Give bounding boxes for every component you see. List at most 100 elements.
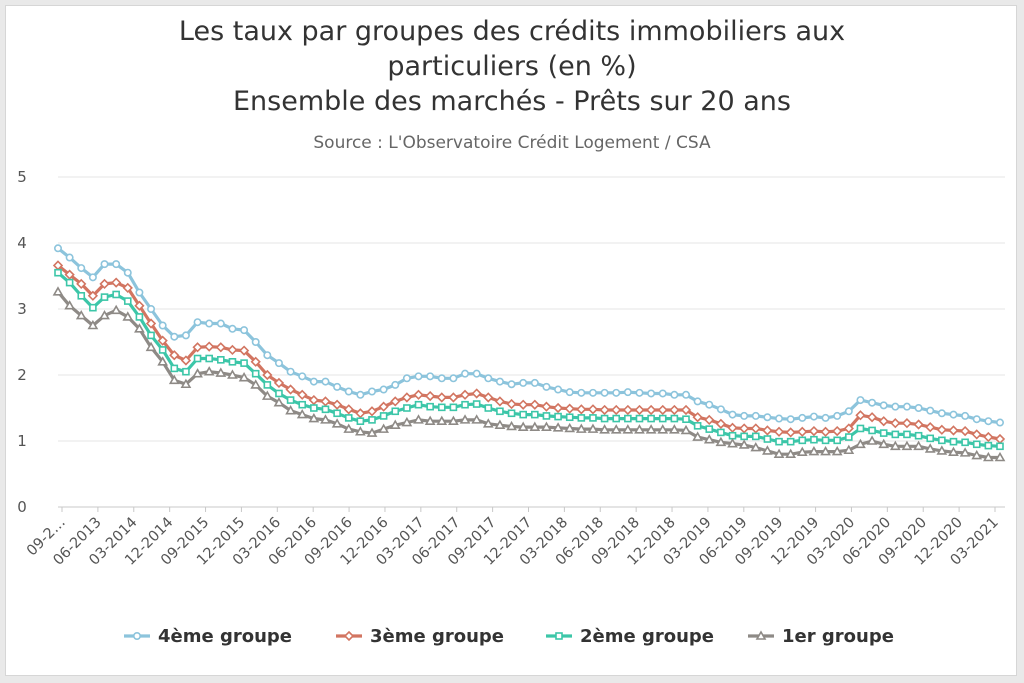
series-2-point: [494, 396, 506, 407]
series-3-point: [589, 414, 597, 422]
series-3-point: [705, 425, 714, 433]
series-4-point: [843, 444, 855, 455]
series-2-point: [773, 426, 785, 437]
series-4-point: [110, 304, 122, 315]
series-4-point: [343, 423, 355, 433]
series-4-point: [168, 374, 180, 385]
series-2-point: [87, 290, 99, 301]
series-2-point: [634, 404, 645, 416]
series-2-point: [169, 350, 180, 361]
series-2-point: [727, 422, 738, 433]
series-3-point: [856, 424, 865, 433]
series-4-point: [866, 435, 878, 445]
series-4-point: [99, 309, 110, 320]
series-2-point: [448, 392, 459, 403]
legend-item-2[interactable]: 3ème groupe: [336, 626, 504, 647]
series-3-point: [670, 414, 679, 423]
series-1-point: [716, 405, 725, 414]
series-3-point: [426, 402, 434, 411]
series-2-point: [320, 396, 331, 407]
series-3-point: [938, 436, 946, 445]
y-tick-label: 3: [17, 300, 27, 318]
series-1-point: [879, 401, 888, 410]
legend-item-3[interactable]: 2ème groupe: [546, 626, 714, 647]
series-4-point: [448, 415, 459, 425]
series-1-point: [391, 380, 400, 389]
series-3-point: [728, 431, 737, 440]
series-4-point: [87, 319, 99, 330]
series-4-point: [971, 449, 983, 460]
series-2-point: [192, 342, 203, 353]
series-4-point: [634, 424, 645, 434]
series-4-point: [320, 414, 331, 424]
legend: 4ème groupe 3ème groupe 2ème groupe 1er gro…: [124, 626, 894, 647]
series-2-point: [122, 282, 133, 294]
series-1-point: [670, 390, 679, 399]
series-2-point: [901, 418, 913, 429]
series-1-point: [554, 385, 563, 394]
series-2-point: [983, 431, 994, 443]
series-1-point: [170, 332, 179, 341]
series-4-point: [948, 446, 959, 457]
series-2-point: [518, 399, 529, 410]
series-2-point: [808, 425, 820, 437]
series-3-point: [600, 414, 609, 423]
legend-label: 4ème groupe: [158, 626, 292, 647]
series-4-point: [575, 423, 587, 433]
series-2-point: [76, 278, 87, 290]
series-3-point: [414, 400, 423, 409]
series-1: [53, 244, 1004, 427]
series-3-point: [786, 437, 795, 446]
series-1-point: [228, 324, 237, 333]
series-1-point: [112, 260, 121, 269]
series-4-point: [552, 422, 564, 432]
series-4-point: [52, 286, 64, 296]
series-4-point: [750, 441, 762, 452]
series-4-point: [64, 300, 76, 310]
series-3-point: [310, 404, 318, 412]
legend-marker: [555, 632, 563, 640]
series-1-point: [367, 387, 376, 396]
y-tick-label: 2: [17, 366, 27, 384]
series-3-point: [845, 433, 853, 441]
series-1-point: [530, 378, 539, 387]
x-axis: 09-2…06-201303-201412-201409-201512-2015…: [24, 507, 1002, 569]
series-2-point: [750, 423, 761, 434]
series-3: [54, 268, 1004, 451]
series-4-point: [796, 446, 808, 457]
series-4-point: [773, 448, 785, 458]
series-1-point: [53, 244, 62, 253]
y-axis-ticks: 0 1 2 3 4 5: [17, 168, 27, 516]
legend-label: 3ème groupe: [370, 626, 504, 647]
legend-marker: [755, 630, 767, 640]
series-2-point: [331, 399, 343, 410]
series-3-point: [519, 410, 527, 419]
legend-label: 1er groupe: [782, 626, 894, 647]
series-4-point: [680, 424, 692, 435]
series-1-point: [251, 337, 260, 346]
series-1-point: [449, 374, 458, 383]
series-2-point: [529, 399, 540, 410]
series-3-point: [647, 414, 655, 423]
series-4-point: [331, 418, 343, 428]
series-2-point: [890, 418, 901, 429]
legend-item-4[interactable]: 1er groupe: [748, 626, 894, 647]
series-2-point: [994, 433, 1006, 445]
series-4-point: [436, 415, 448, 425]
series-1-point: [763, 413, 772, 422]
series-2-point: [785, 427, 796, 438]
series-2-point: [215, 342, 226, 353]
series-1-point: [681, 390, 690, 399]
series-1-point: [519, 378, 528, 387]
series-1-point: [356, 390, 365, 399]
legend-item-1[interactable]: 4ème groupe: [124, 626, 292, 647]
series-1-point: [833, 411, 842, 420]
series-4-point: [610, 424, 622, 434]
series-3-point: [77, 291, 86, 300]
series-1-point: [216, 319, 225, 328]
series-1-point: [100, 260, 109, 269]
series-4-point: [587, 423, 599, 433]
series-4-point: [157, 356, 169, 366]
series-3-point: [949, 437, 958, 446]
series-2-point: [692, 412, 703, 423]
